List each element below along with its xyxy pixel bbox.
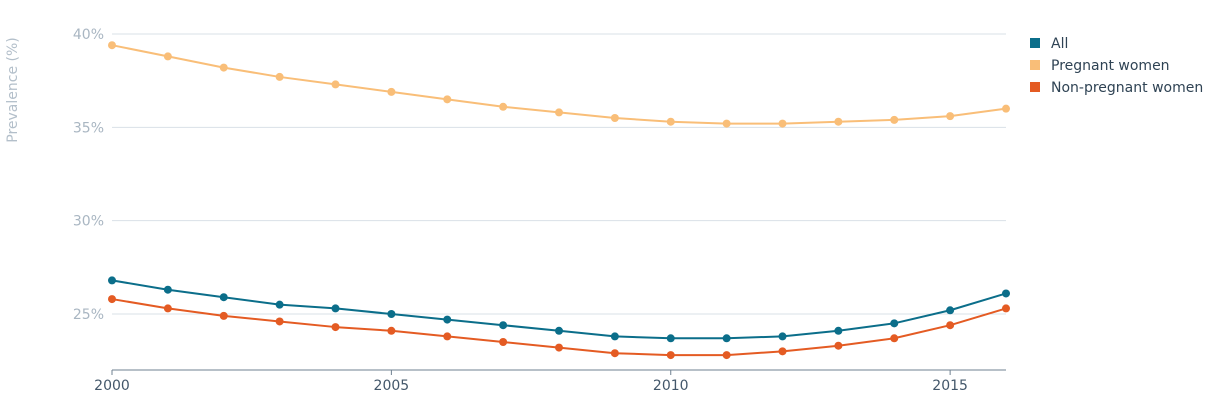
data-point[interactable] — [555, 326, 563, 335]
data-point[interactable] — [890, 334, 899, 343]
legend-label[interactable]: All — [1051, 36, 1068, 52]
data-point[interactable] — [666, 351, 675, 360]
legend-swatch — [1030, 82, 1040, 92]
data-point[interactable] — [610, 349, 619, 358]
data-point[interactable] — [1002, 304, 1010, 313]
data-point[interactable] — [108, 276, 116, 285]
data-point[interactable] — [108, 295, 116, 304]
data-point[interactable] — [163, 52, 172, 61]
data-point[interactable] — [331, 80, 340, 89]
data-point[interactable] — [331, 323, 340, 332]
y-tick-label: 40% — [73, 27, 104, 43]
data-point[interactable] — [834, 117, 843, 126]
data-point[interactable] — [163, 285, 172, 294]
data-point[interactable] — [834, 326, 843, 335]
y-tick-label: 30% — [73, 214, 104, 230]
data-point[interactable] — [834, 341, 843, 350]
series-lines — [108, 41, 1010, 360]
data-point[interactable] — [722, 334, 731, 343]
x-tick-label: 2015 — [932, 378, 968, 394]
legend: All Pregnant women Non-pregnant women — [1030, 36, 1203, 96]
data-point[interactable] — [443, 95, 452, 104]
series-all — [108, 276, 1010, 343]
data-point[interactable] — [499, 321, 508, 330]
y-tick-label: 25% — [73, 307, 104, 323]
data-point[interactable] — [666, 117, 675, 126]
data-point[interactable] — [331, 304, 340, 313]
data-point[interactable] — [555, 108, 563, 117]
data-point[interactable] — [890, 115, 899, 124]
data-point[interactable] — [387, 326, 396, 335]
x-tick-label: 2010 — [653, 378, 689, 394]
x-tick-label: 2000 — [94, 378, 130, 394]
data-point[interactable] — [275, 300, 284, 309]
data-point[interactable] — [219, 63, 228, 72]
x-axis-ticks: 2000 2005 2010 2015 — [94, 370, 968, 394]
y-axis-ticks: 25% 30% 35% 40% — [73, 27, 104, 323]
legend-label[interactable]: Pregnant women — [1051, 58, 1170, 74]
legend-label[interactable]: Non-pregnant women — [1051, 80, 1203, 96]
data-point[interactable] — [1002, 289, 1010, 298]
y-axis-title: Prevalence (%) — [5, 37, 21, 143]
legend-swatch — [1030, 38, 1040, 48]
x-tick-label: 2005 — [374, 378, 410, 394]
series-pregnant-women — [108, 41, 1010, 128]
legend-swatch — [1030, 60, 1040, 70]
data-point[interactable] — [108, 41, 116, 50]
data-point[interactable] — [219, 293, 228, 302]
data-point[interactable] — [499, 338, 508, 346]
data-point[interactable] — [722, 119, 731, 128]
data-point[interactable] — [722, 351, 731, 360]
data-point[interactable] — [610, 114, 619, 122]
data-point[interactable] — [443, 332, 452, 341]
series-non-pregnant-women — [108, 295, 1010, 360]
data-point[interactable] — [275, 317, 284, 326]
data-point[interactable] — [778, 119, 787, 128]
y-tick-label: 35% — [73, 120, 104, 136]
data-point[interactable] — [666, 334, 675, 343]
data-point[interactable] — [219, 311, 228, 320]
data-point[interactable] — [387, 87, 396, 96]
data-point[interactable] — [499, 102, 508, 111]
data-point[interactable] — [387, 310, 396, 318]
data-point[interactable] — [946, 321, 955, 330]
data-point[interactable] — [946, 112, 955, 121]
data-point[interactable] — [1002, 104, 1010, 113]
data-point[interactable] — [275, 72, 284, 81]
data-point[interactable] — [778, 332, 787, 341]
data-point[interactable] — [610, 332, 619, 341]
data-point[interactable] — [778, 347, 787, 356]
data-point[interactable] — [890, 319, 899, 328]
data-point[interactable] — [946, 306, 955, 315]
data-point[interactable] — [163, 304, 172, 313]
gridlines — [112, 33, 1006, 315]
data-point[interactable] — [443, 315, 452, 324]
data-point[interactable] — [555, 343, 563, 352]
